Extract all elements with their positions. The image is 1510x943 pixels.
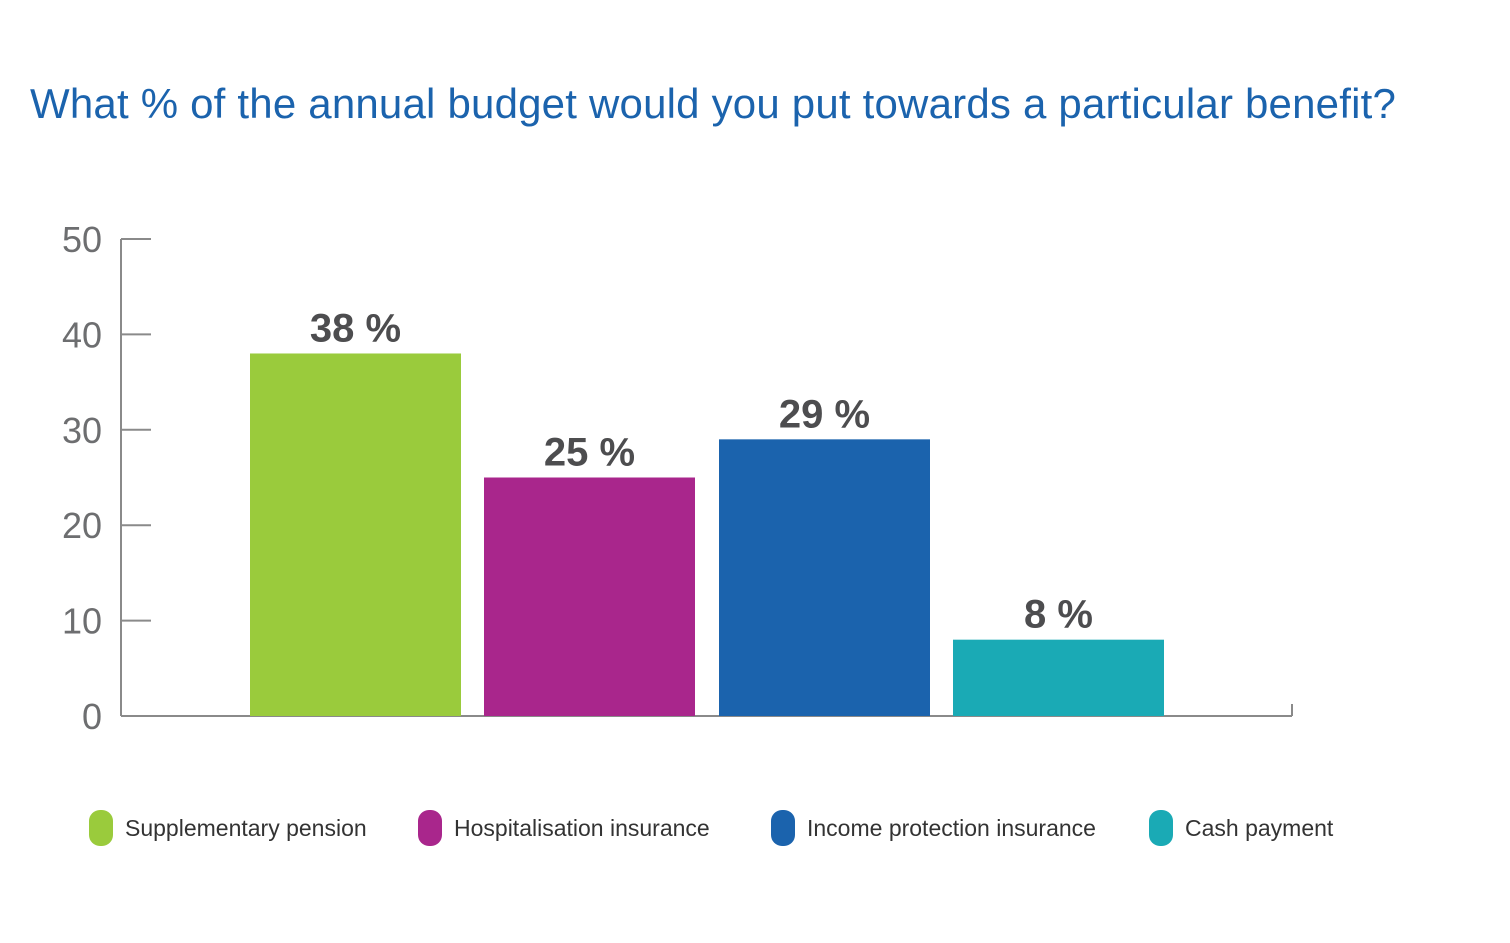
bars [250, 353, 1164, 716]
bar [484, 477, 695, 716]
data-label: 38 % [310, 306, 401, 350]
bar [953, 639, 1164, 716]
legend-label: Income protection insurance [807, 815, 1096, 841]
data-label: 25 % [544, 431, 635, 475]
legend-swatch [418, 810, 442, 846]
legend-swatch [89, 810, 113, 846]
bar [719, 439, 930, 716]
legend-label: Supplementary pension [125, 815, 367, 841]
data-labels: 38 % 25 % 29 % 8 % [310, 306, 1093, 636]
y-axis-ticks: 0 10 20 30 40 50 [62, 219, 151, 737]
y-tick-label: 50 [62, 219, 102, 260]
chart-title: What % of the annual budget would you pu… [30, 80, 1397, 127]
bar [250, 353, 461, 716]
y-tick-label: 0 [82, 696, 102, 737]
y-tick-label: 40 [62, 314, 102, 355]
legend-swatch [771, 810, 795, 846]
legend-swatch [1149, 810, 1173, 846]
legend-label: Hospitalisation insurance [454, 815, 710, 841]
data-label: 29 % [779, 392, 870, 436]
y-tick-label: 30 [62, 410, 102, 451]
data-label: 8 % [1024, 593, 1093, 637]
legend: Supplementary pension Hospitalisation ins… [89, 810, 1334, 846]
y-tick-label: 20 [62, 505, 102, 546]
y-tick-label: 10 [62, 601, 102, 642]
legend-label: Cash payment [1185, 815, 1334, 841]
